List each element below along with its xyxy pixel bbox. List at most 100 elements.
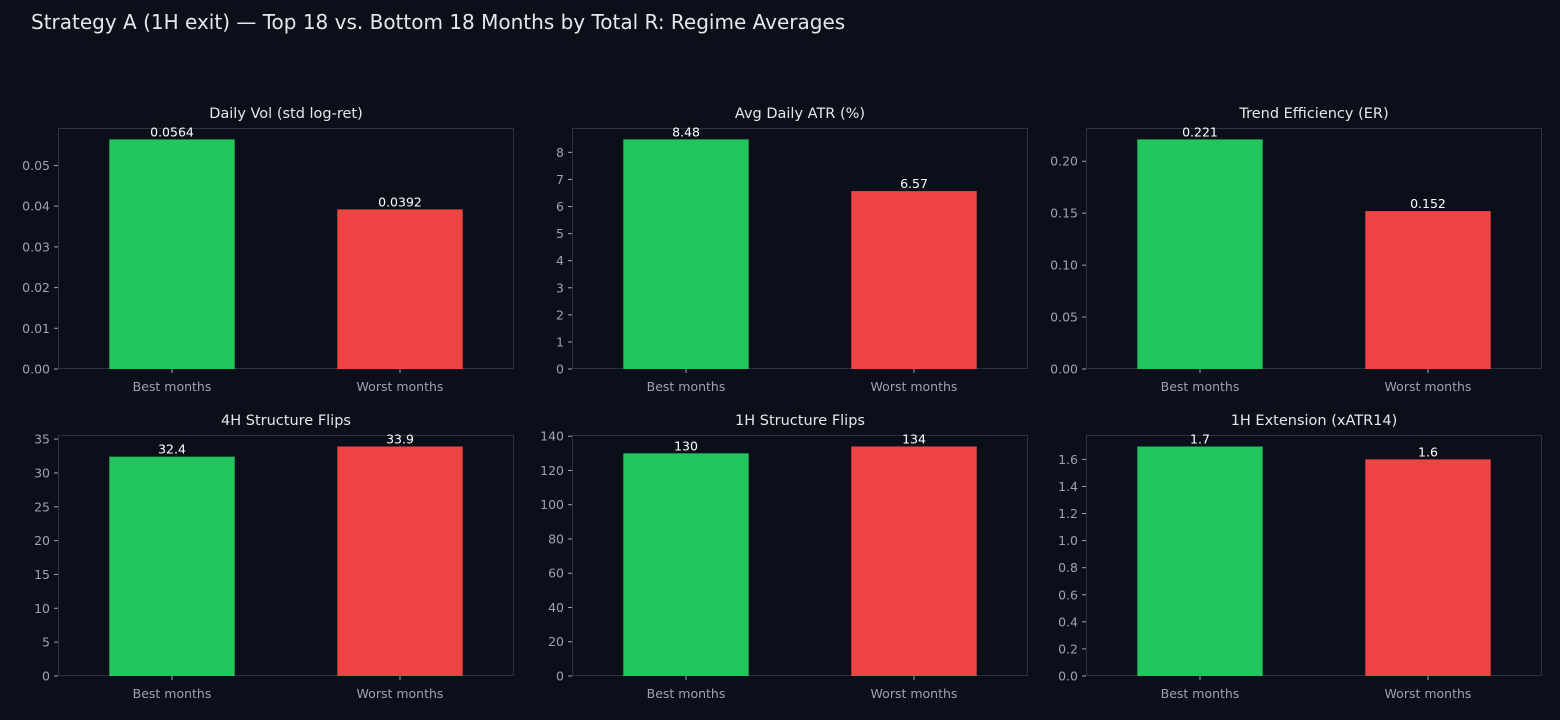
- y-tick-label: 40: [548, 600, 564, 615]
- panel-avg-daily-atr: Avg Daily ATR (%) 0 1 2 3 4 5 6 7 8 8.48 Best month…: [556, 106, 1028, 394]
- panel-title: 4H Structure Flips: [221, 413, 351, 429]
- bar-best: [623, 139, 749, 369]
- panel-frame: [572, 128, 1028, 369]
- bar-value-label-best: 0.221: [1182, 124, 1218, 139]
- panel-frame: [1086, 128, 1542, 369]
- x-tick-label: Worst months: [871, 686, 958, 701]
- bar-best: [1137, 139, 1263, 369]
- y-tick-label: 140: [540, 429, 564, 444]
- y-tick-label: 100: [540, 497, 564, 512]
- y-tick-label: 0.0: [1058, 669, 1078, 684]
- y-tick-label: 0.05: [1050, 310, 1078, 325]
- panel-1h-structure-flips: 1H Structure Flips 0 20 40 60 80 100 120 140 130 B…: [540, 413, 1028, 701]
- bar-value-label-worst: 0.0392: [378, 194, 422, 209]
- x-tick-label: Best months: [647, 379, 726, 394]
- y-tick-label: 1: [556, 334, 564, 349]
- bar-value-label-best: 0.0564: [150, 124, 194, 139]
- y-tick-label: 80: [548, 531, 564, 546]
- y-tick-label: 20: [548, 634, 564, 649]
- y-tick-label: 0: [42, 669, 50, 684]
- bar-best: [1137, 446, 1263, 676]
- y-tick-label: 5: [42, 635, 50, 650]
- bar-value-label-best: 8.48: [672, 124, 700, 139]
- x-tick-label: Worst months: [357, 379, 444, 394]
- bar-worst: [1365, 459, 1491, 676]
- y-tick-label: 1.4: [1058, 479, 1078, 494]
- panel-title: Daily Vol (std log-ret): [209, 106, 363, 122]
- y-tick-label: 0.10: [1050, 258, 1078, 273]
- y-tick-label: 0.6: [1058, 587, 1078, 602]
- y-tick-label: 1.2: [1058, 506, 1078, 521]
- y-tick-label: 25: [34, 499, 50, 514]
- y-tick-label: 0.2: [1058, 641, 1078, 656]
- y-tick-label: 8: [556, 145, 564, 160]
- x-tick-label: Worst months: [871, 379, 958, 394]
- bar-worst: [1365, 211, 1491, 369]
- panel-frame: [1086, 435, 1542, 676]
- y-tick-label: 35: [34, 432, 50, 447]
- y-tick-label: 5: [556, 226, 564, 241]
- y-tick-label: 0.04: [22, 199, 50, 214]
- bar-worst: [337, 209, 463, 369]
- y-tick-label: 20: [34, 533, 50, 548]
- bar-value-label-best: 32.4: [158, 442, 186, 457]
- x-tick-label: Worst months: [1385, 379, 1472, 394]
- y-tick-label: 120: [540, 463, 564, 478]
- panel-frame: [58, 128, 514, 369]
- y-tick-label: 0.00: [22, 362, 50, 377]
- x-tick-label: Best months: [133, 379, 212, 394]
- y-tick-label: 4: [556, 253, 564, 268]
- y-tick-label: 0.01: [22, 321, 50, 336]
- x-tick-label: Worst months: [357, 686, 444, 701]
- y-tick-label: 10: [34, 601, 50, 616]
- bar-value-label-best: 130: [674, 438, 698, 453]
- panel-frame: [58, 435, 514, 676]
- panel-1h-extension: 1H Extension (xATR14) 0.0 0.2 0.4 0.6 0.8 1.0 1…: [1058, 413, 1542, 701]
- bar-value-label-worst: 1.6: [1418, 444, 1438, 459]
- bar-best: [623, 453, 749, 676]
- x-tick-label: Best months: [1161, 379, 1240, 394]
- y-tick-label: 0.02: [22, 280, 50, 295]
- bar-best: [109, 139, 235, 369]
- bar-value-label-worst: 6.57: [900, 176, 928, 191]
- bar-worst: [851, 446, 977, 676]
- panel-title: 1H Extension (xATR14): [1231, 413, 1398, 429]
- y-tick-label: 1.6: [1058, 452, 1078, 467]
- y-tick-label: 15: [34, 567, 50, 582]
- bar-best: [109, 456, 235, 676]
- y-tick-label: 0.8: [1058, 560, 1078, 575]
- bar-value-label-worst: 33.9: [386, 432, 414, 447]
- x-tick-label: Worst months: [1385, 686, 1472, 701]
- y-tick-label: 0.03: [22, 239, 50, 254]
- panel-title: Trend Efficiency (ER): [1238, 106, 1388, 122]
- y-tick-label: 0.15: [1050, 206, 1078, 221]
- panel-title: 1H Structure Flips: [735, 413, 865, 429]
- y-tick-label: 60: [548, 566, 564, 581]
- y-tick-label: 7: [556, 172, 564, 187]
- panel-daily-vol: Daily Vol (std log-ret) 0.00 0.01 0.02 0.03 0…: [22, 106, 514, 394]
- panel-4h-structure-flips: 4H Structure Flips 0 5 10 15 20 25 30 35 32.4 Best…: [34, 413, 514, 701]
- y-tick-label: 3: [556, 280, 564, 295]
- x-tick-label: Best months: [133, 686, 212, 701]
- x-tick-label: Best months: [1161, 686, 1240, 701]
- y-tick-label: 0.00: [1050, 362, 1078, 377]
- bar-worst: [851, 191, 977, 369]
- bar-worst: [337, 446, 463, 676]
- y-tick-label: 0.4: [1058, 614, 1078, 629]
- y-tick-label: 2: [556, 307, 564, 322]
- x-tick-label: Best months: [647, 686, 726, 701]
- y-tick-label: 1.0: [1058, 533, 1078, 548]
- panel-title: Avg Daily ATR (%): [735, 106, 865, 122]
- panel-trend-efficiency: Trend Efficiency (ER) 0.00 0.05 0.10 0.15 0.2…: [1050, 106, 1542, 394]
- y-tick-label: 30: [34, 465, 50, 480]
- panel-frame: [572, 435, 1028, 676]
- y-tick-label: 0.20: [1050, 154, 1078, 169]
- figure-title: Strategy A (1H exit) — Top 18 vs. Bottom…: [31, 10, 846, 34]
- bar-value-label-worst: 0.152: [1410, 196, 1446, 211]
- y-tick-label: 0.05: [22, 158, 50, 173]
- y-tick-label: 6: [556, 199, 564, 214]
- y-tick-label: 0: [556, 669, 564, 684]
- y-tick-label: 0: [556, 362, 564, 377]
